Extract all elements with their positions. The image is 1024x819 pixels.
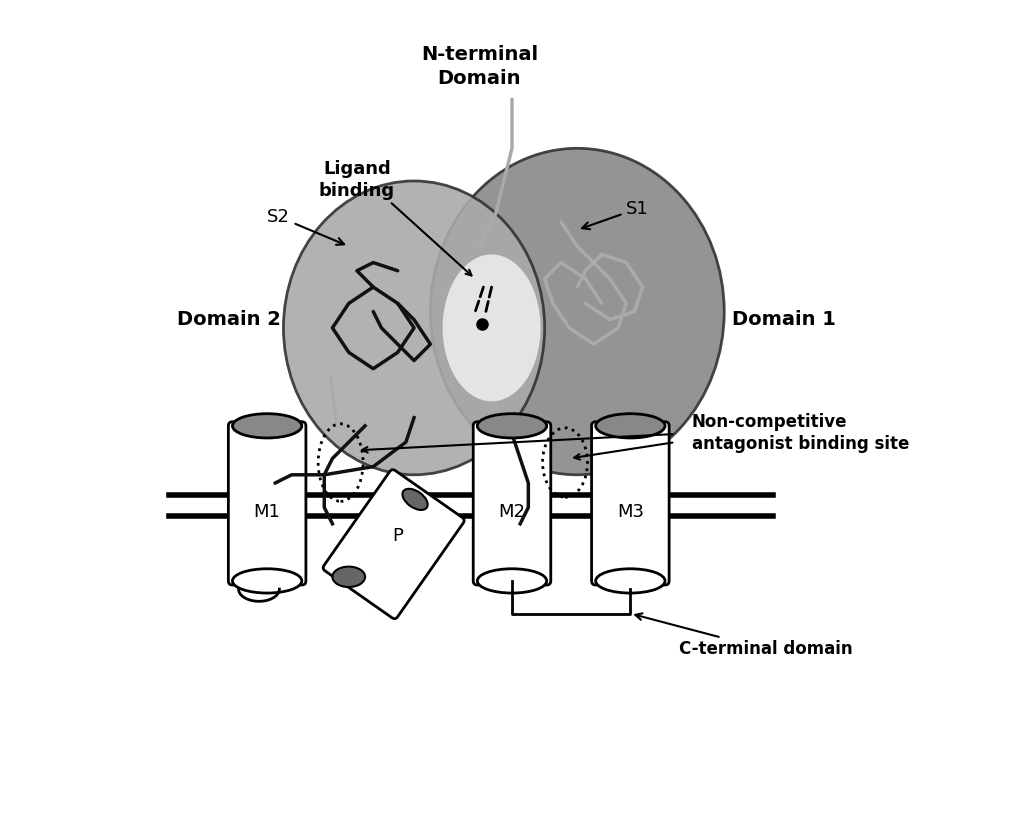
FancyBboxPatch shape (473, 422, 551, 585)
Text: Domain: Domain (437, 70, 521, 88)
Ellipse shape (232, 568, 302, 593)
Text: Non-competitive: Non-competitive (691, 413, 847, 431)
FancyBboxPatch shape (592, 422, 669, 585)
Ellipse shape (284, 181, 545, 475)
Text: S1: S1 (582, 200, 649, 229)
Ellipse shape (596, 414, 665, 438)
Text: Domain 2: Domain 2 (177, 310, 282, 329)
Text: M1: M1 (254, 503, 281, 521)
Text: C-terminal domain: C-terminal domain (635, 613, 853, 658)
FancyBboxPatch shape (324, 469, 464, 618)
Text: binding: binding (318, 182, 395, 200)
Text: S2: S2 (267, 208, 344, 245)
Ellipse shape (477, 568, 547, 593)
Text: P: P (392, 527, 403, 545)
Ellipse shape (442, 255, 541, 401)
FancyBboxPatch shape (228, 422, 306, 585)
Ellipse shape (477, 414, 547, 438)
Text: Domain 1: Domain 1 (732, 310, 837, 329)
Text: M3: M3 (616, 503, 644, 521)
Ellipse shape (232, 414, 302, 438)
Text: antagonist binding site: antagonist binding site (691, 435, 909, 453)
Ellipse shape (402, 489, 428, 510)
Ellipse shape (596, 568, 665, 593)
Text: N-terminal: N-terminal (421, 45, 538, 64)
Text: M2: M2 (499, 503, 525, 521)
Ellipse shape (430, 148, 724, 475)
Ellipse shape (333, 567, 366, 587)
Text: Ligand: Ligand (323, 160, 391, 178)
